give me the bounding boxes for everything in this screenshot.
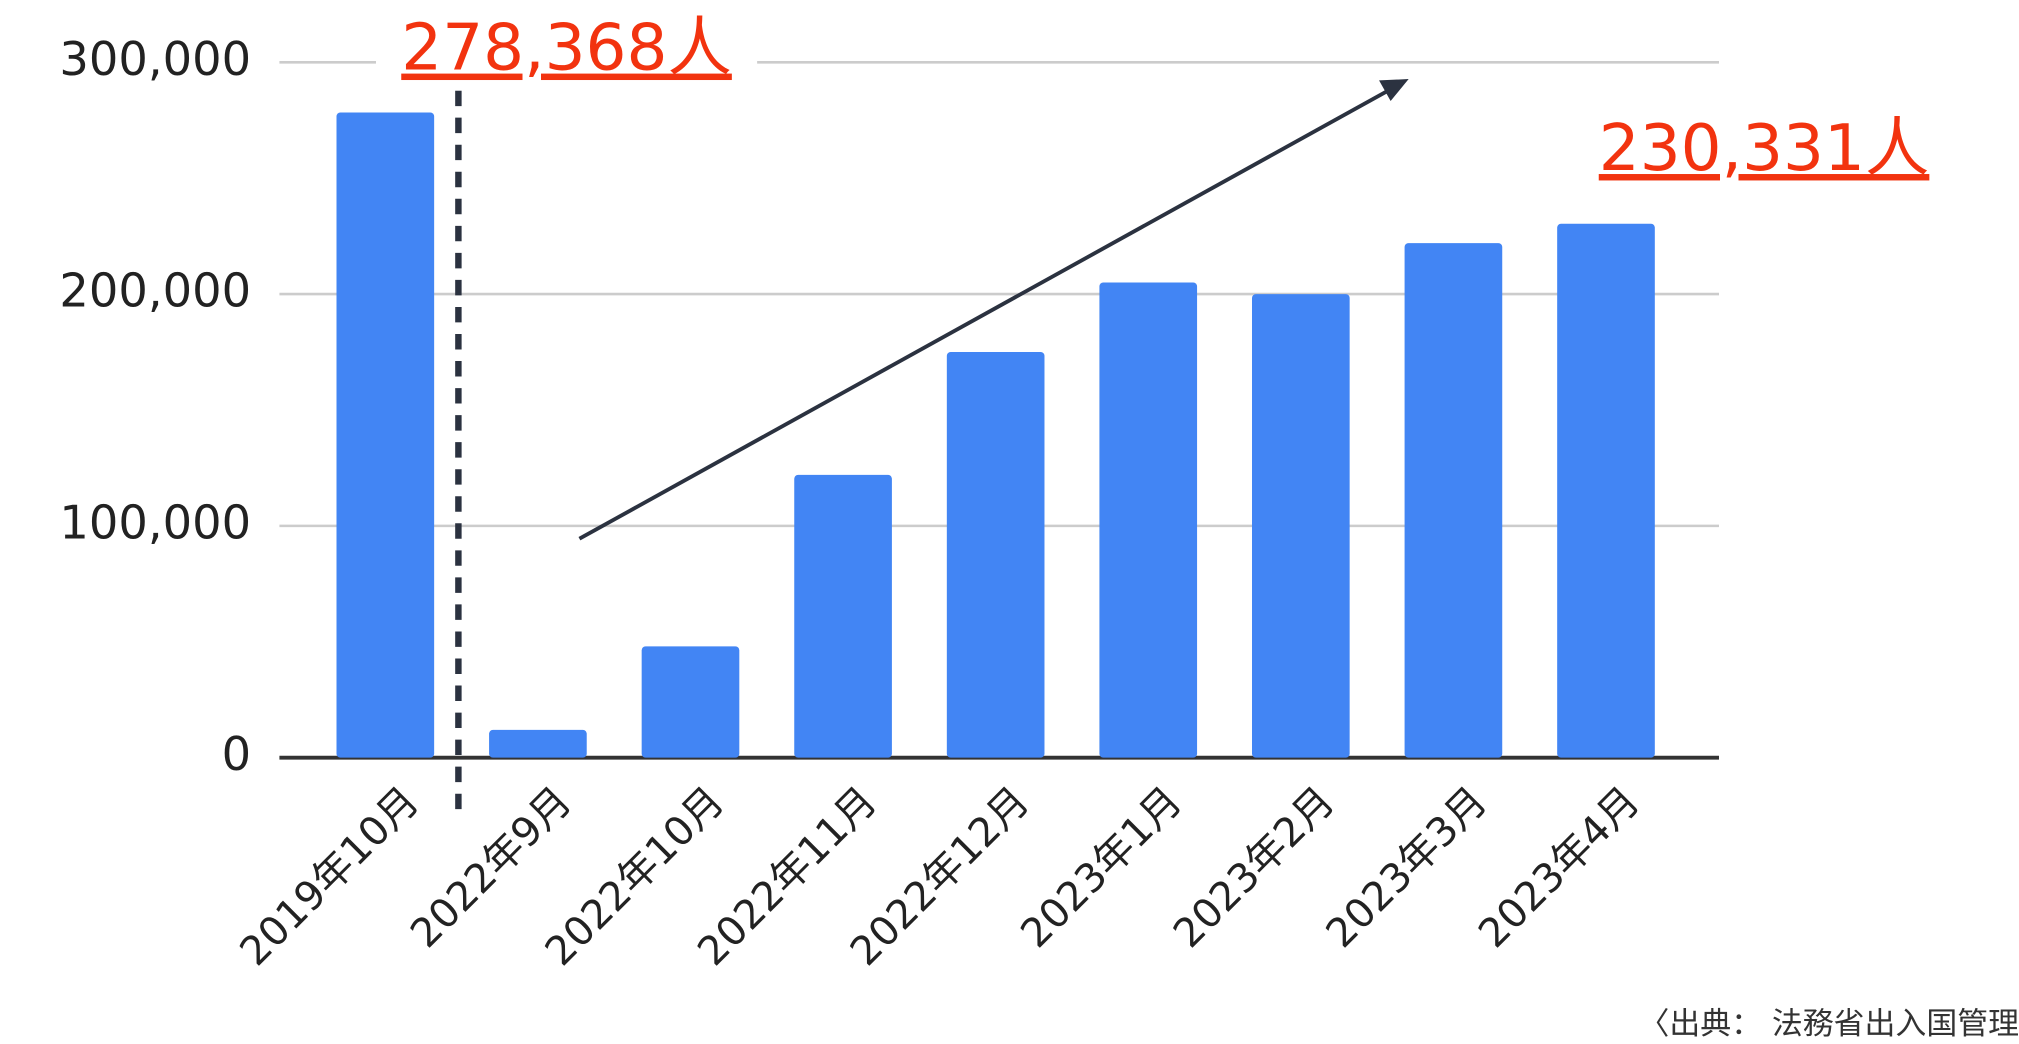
source: 〈出典： 法務省出入国管理 <box>1638 1006 2019 1042</box>
x-tick-label: 2023年4月 <box>1470 778 1649 957</box>
y-tick-label: 0 <box>222 727 252 781</box>
annotation: 278,368人 <box>401 11 732 86</box>
bar <box>1557 223 1655 758</box>
bar <box>1404 243 1503 758</box>
arrow-head <box>1379 79 1409 101</box>
bar <box>946 352 1045 758</box>
x-tick-label: 2023年3月 <box>1318 778 1497 957</box>
x-tick-label: 2023年2月 <box>1165 778 1344 957</box>
x-tick-label: 2019年10月 <box>231 778 428 975</box>
bar <box>794 474 892 758</box>
x-tick-label: 2023年1月 <box>1012 778 1191 957</box>
y-tick-label: 300,000 <box>59 32 251 86</box>
annotation: 230,331人 <box>1599 111 1930 186</box>
label-bg <box>375 26 758 91</box>
y-tick-label: 200,000 <box>59 264 251 318</box>
bar <box>1099 282 1198 758</box>
bar <box>641 646 740 758</box>
y-tick-label: 100,000 <box>59 495 251 549</box>
bar <box>336 112 435 758</box>
trend-arrow <box>578 88 1389 541</box>
bar <box>489 729 587 758</box>
bar <box>1251 294 1350 758</box>
